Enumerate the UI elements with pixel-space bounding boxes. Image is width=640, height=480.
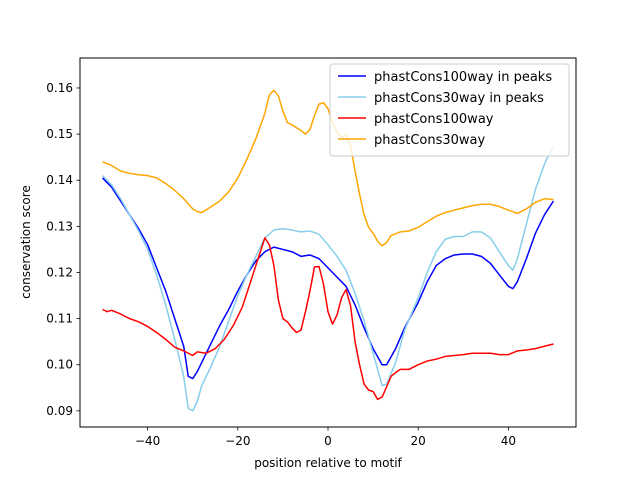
series-line-1 <box>102 145 555 412</box>
y-tick-label: 0.16 <box>46 81 73 95</box>
x-axis-ticks: −40 −20 0 20 40 <box>135 427 516 448</box>
legend-label-2: phastCons100way <box>374 112 494 127</box>
legend: phastCons100way in peaks phastCons30way i… <box>329 63 570 157</box>
y-axis-label: conservation score <box>19 185 33 299</box>
y-tick-label: 0.15 <box>46 127 73 141</box>
legend-label-1: phastCons30way in peaks <box>374 91 544 106</box>
series-line-0 <box>102 177 555 380</box>
y-tick-label: 0.13 <box>46 219 73 233</box>
legend-label-3: phastCons30way <box>374 133 486 148</box>
y-tick-label: 0.12 <box>46 265 73 279</box>
y-tick-label: 0.14 <box>46 173 73 187</box>
x-axis-label: position relative to motif <box>254 456 402 470</box>
legend-label-0: phastCons100way in peaks <box>374 70 552 85</box>
y-tick-label: 0.11 <box>46 312 73 326</box>
x-tick-label: 40 <box>501 434 516 448</box>
x-tick-label: −40 <box>135 434 160 448</box>
legend-box <box>329 63 570 157</box>
y-tick-label: 0.09 <box>46 404 73 418</box>
y-axis-ticks: 0.09 0.10 0.11 0.12 0.13 0.14 0.15 0.16 <box>46 81 80 418</box>
series-line-3 <box>102 89 554 247</box>
x-tick-label: 0 <box>324 434 332 448</box>
y-tick-label: 0.10 <box>46 358 73 372</box>
x-tick-label: −20 <box>225 434 250 448</box>
series-line-2 <box>102 237 554 401</box>
x-tick-label: 20 <box>411 434 426 448</box>
series-lines <box>102 89 555 412</box>
